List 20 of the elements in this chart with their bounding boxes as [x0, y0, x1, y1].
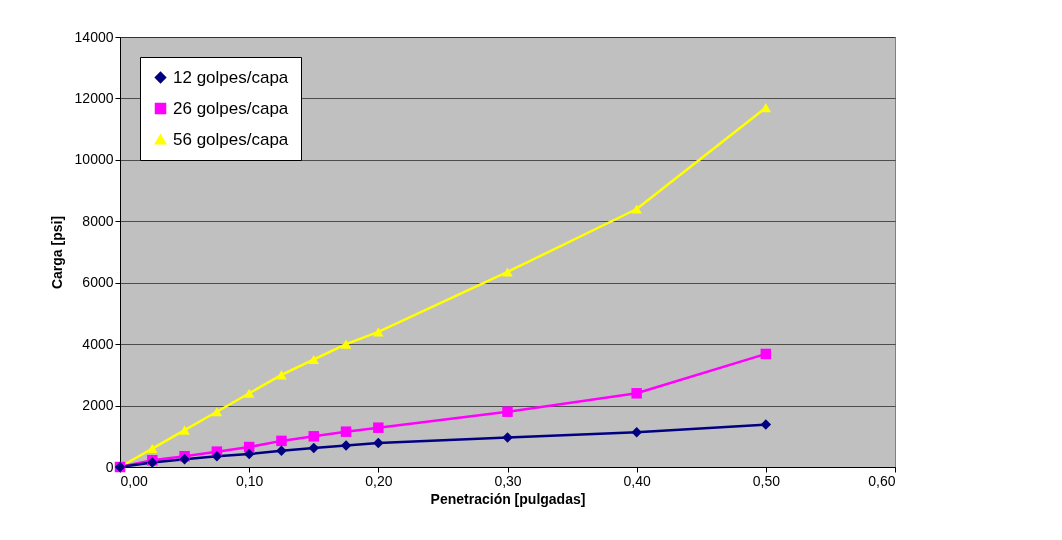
legend-label: 56 golpes/capa [173, 129, 289, 149]
x-tick-label: 0,00 [120, 472, 148, 489]
y-tick-label: 8000 [82, 212, 114, 229]
y-axis-title: Carga [psi] [48, 215, 65, 290]
x-tick-label: 0,10 [236, 472, 264, 489]
y-tick-label: 12000 [74, 89, 114, 106]
y-tick-label: 6000 [82, 274, 114, 291]
legend-label: 12 golpes/capa [173, 67, 289, 87]
legend-label: 26 golpes/capa [173, 98, 289, 118]
y-tick-label: 4000 [82, 335, 114, 352]
x-tick-label: 0,20 [365, 472, 393, 489]
y-tick-label: 14000 [74, 28, 114, 45]
x-axis-title: Penetración [pulgadas] [430, 490, 586, 507]
x-tick-label: 0,60 [868, 472, 896, 489]
y-tick-label: 0 [105, 458, 114, 475]
x-tick-label: 0,40 [623, 472, 651, 489]
y-tick-label: 2000 [82, 397, 114, 414]
y-tick-label: 10000 [74, 151, 114, 168]
x-tick-label: 0,30 [494, 472, 522, 489]
x-tick-label: 0,50 [752, 472, 781, 489]
